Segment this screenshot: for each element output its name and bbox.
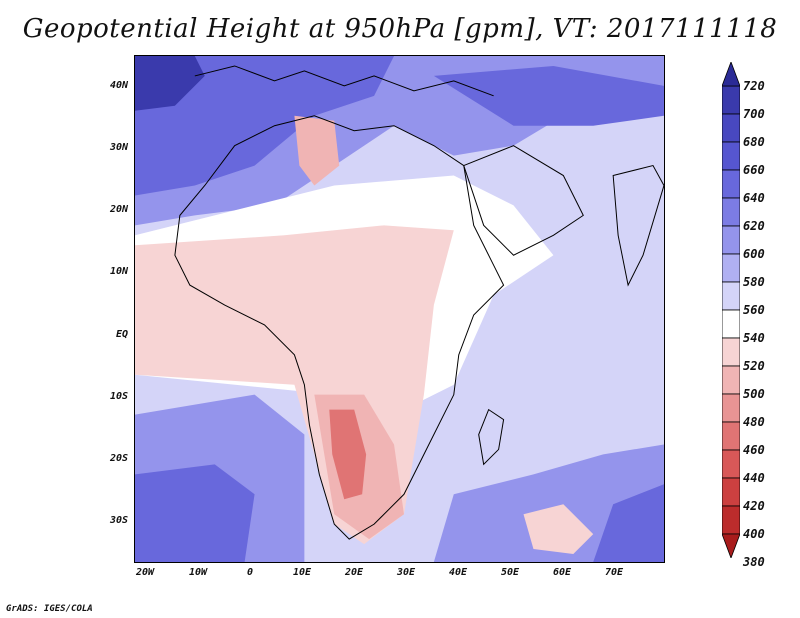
colorbar-label: 380 bbox=[743, 555, 765, 569]
colorbar-cell bbox=[722, 225, 740, 255]
field-mideast-high bbox=[433, 65, 664, 126]
lat-label-30s: 30S bbox=[109, 515, 128, 526]
map-title: Geopotential Height at 950hPa [gpm], VT:… bbox=[22, 14, 778, 44]
colorbar-bottom-arrow bbox=[722, 533, 740, 558]
colorbar-top-arrow bbox=[722, 62, 740, 87]
lat-label-10s: 10S bbox=[109, 391, 128, 402]
coastline-arabia bbox=[463, 145, 584, 256]
colorbar-cell bbox=[722, 253, 740, 283]
coastline-africa bbox=[174, 115, 505, 540]
lon-label-50e: 50E bbox=[500, 567, 520, 578]
colorbar-label: 700 bbox=[743, 107, 765, 121]
lon-label-60e: 60E bbox=[552, 567, 572, 578]
colorbar-cell bbox=[722, 85, 740, 115]
colorbar-label: 460 bbox=[743, 443, 765, 457]
coastline-madagascar bbox=[478, 408, 505, 466]
colorbar bbox=[722, 62, 740, 558]
colorbar-cell bbox=[722, 281, 740, 311]
field-south-atlantic-inner bbox=[135, 464, 255, 562]
colorbar-label: 440 bbox=[743, 471, 765, 485]
lon-label-20e: 20E bbox=[344, 567, 364, 578]
colorbar-label: 640 bbox=[743, 191, 765, 205]
lat-label-20n: 20N bbox=[109, 204, 128, 215]
lon-label-10e: 10E bbox=[292, 567, 312, 578]
field-north-high-inner bbox=[135, 56, 395, 196]
lat-label-20s: 20S bbox=[109, 453, 128, 464]
lat-label-10n: 10N bbox=[109, 266, 128, 277]
colorbar-cell bbox=[722, 141, 740, 171]
lon-label-10w: 10W bbox=[188, 567, 208, 578]
coastline-europe bbox=[194, 65, 494, 97]
lon-label-40e: 40E bbox=[448, 567, 468, 578]
colorbar-cell bbox=[722, 337, 740, 367]
colorbar-label: 540 bbox=[743, 331, 765, 345]
map-panel bbox=[134, 55, 665, 563]
colorbar-cell bbox=[722, 197, 740, 227]
colorbar-label: 660 bbox=[743, 163, 765, 177]
colorbar-label: 720 bbox=[743, 79, 765, 93]
lat-label-30n: 30N bbox=[109, 142, 128, 153]
colorbar-label: 680 bbox=[743, 135, 765, 149]
field-northwest-peak bbox=[135, 56, 205, 111]
colorbar-label: 580 bbox=[743, 275, 765, 289]
colorbar-cell bbox=[722, 505, 740, 535]
lat-label-eq: EQ bbox=[115, 329, 128, 340]
colorbar-cell bbox=[722, 169, 740, 199]
colorbar-cell bbox=[722, 393, 740, 423]
field-mozambique-low bbox=[523, 504, 594, 555]
colorbar-label: 620 bbox=[743, 219, 765, 233]
colorbar-cell bbox=[722, 477, 740, 507]
colorbar-label: 520 bbox=[743, 359, 765, 373]
lon-label-70e: 70E bbox=[604, 567, 624, 578]
lat-label-40n: 40N bbox=[109, 80, 128, 91]
lon-label-0: 0 bbox=[246, 567, 254, 578]
colorbar-label: 480 bbox=[743, 415, 765, 429]
field-kalahari-core bbox=[329, 409, 367, 500]
coastline-india bbox=[612, 164, 664, 287]
colorbar-cell bbox=[722, 309, 740, 339]
colorbar-cell bbox=[722, 421, 740, 451]
colorbar-label: 400 bbox=[743, 527, 765, 541]
lon-label-20w: 20W bbox=[135, 567, 155, 578]
field-indian-ocean-inner bbox=[593, 484, 664, 562]
lon-label-30e: 30E bbox=[396, 567, 416, 578]
field-saharan-core bbox=[294, 115, 340, 186]
colorbar-cell bbox=[722, 449, 740, 479]
colorbar-label: 500 bbox=[743, 387, 765, 401]
colorbar-cell bbox=[722, 365, 740, 395]
colorbar-label: 560 bbox=[743, 303, 765, 317]
colorbar-label: 600 bbox=[743, 247, 765, 261]
colorbar-cell bbox=[722, 113, 740, 143]
colorbar-label: 420 bbox=[743, 499, 765, 513]
grads-credit: GrADS: IGES/COLA bbox=[6, 604, 93, 614]
